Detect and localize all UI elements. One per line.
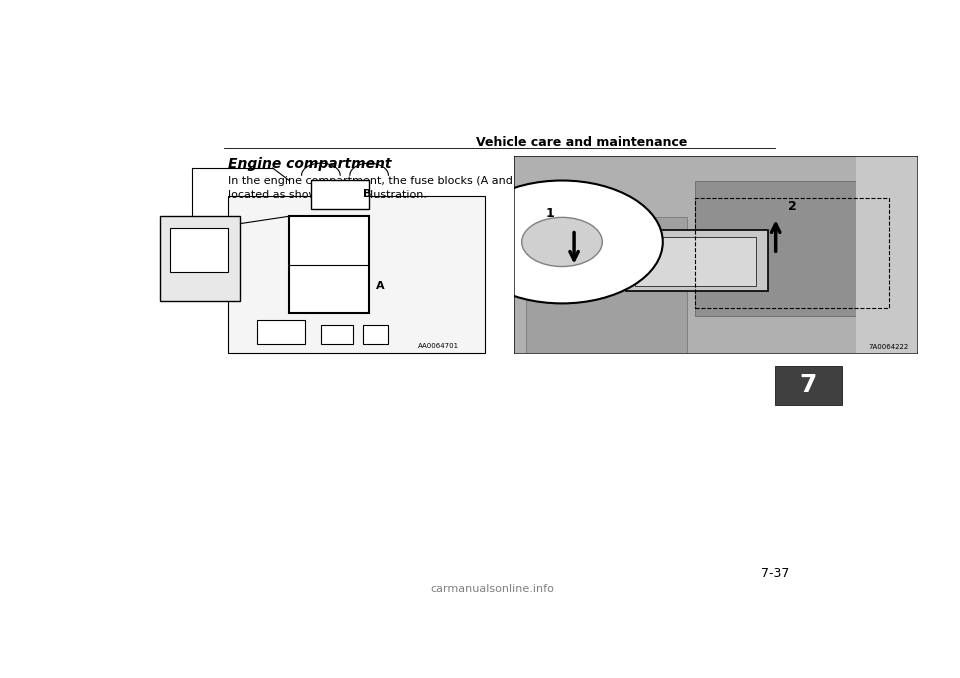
Text: 7-37: 7-37 xyxy=(760,567,789,580)
Circle shape xyxy=(521,218,602,266)
Text: 2: 2 xyxy=(788,200,797,213)
Text: In the engine compartment, the fuse blocks (A and B) are
located as shown in the: In the engine compartment, the fuse bloc… xyxy=(228,176,550,201)
Bar xyxy=(228,196,485,353)
FancyBboxPatch shape xyxy=(775,366,842,405)
Text: A: A xyxy=(375,281,384,291)
Text: 7A0064222: 7A0064222 xyxy=(869,344,909,350)
Bar xyxy=(289,216,369,313)
Bar xyxy=(160,216,240,301)
Text: Engine compartment: Engine compartment xyxy=(228,157,392,171)
Bar xyxy=(695,198,889,308)
Text: 1.  Push the lock lever.: 1. Push the lock lever. xyxy=(528,172,654,182)
Bar xyxy=(695,180,897,316)
Text: 2.  Remove the fuse block cover.: 2. Remove the fuse block cover. xyxy=(528,187,710,197)
Bar xyxy=(856,156,917,353)
Text: AA0064701: AA0064701 xyxy=(418,343,459,349)
Text: Type A: Type A xyxy=(518,157,570,171)
Bar xyxy=(363,325,389,344)
Bar xyxy=(635,237,756,286)
Text: 7: 7 xyxy=(800,374,817,397)
Text: B: B xyxy=(363,189,372,199)
Circle shape xyxy=(461,180,662,304)
Text: carmanualsonline.info: carmanualsonline.info xyxy=(430,584,554,594)
Bar xyxy=(321,325,353,344)
Bar xyxy=(256,320,305,344)
Text: Vehicle care and maintenance: Vehicle care and maintenance xyxy=(475,136,687,149)
Bar xyxy=(311,180,369,209)
Bar xyxy=(170,228,228,272)
Text: 1: 1 xyxy=(546,207,555,220)
Bar xyxy=(526,218,687,353)
Bar xyxy=(627,230,768,291)
